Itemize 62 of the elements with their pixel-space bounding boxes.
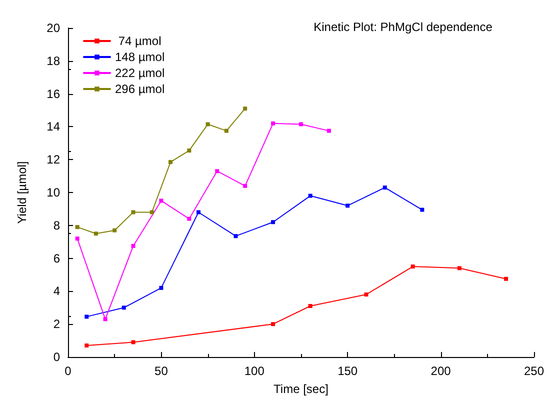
y-tick-label: 10 xyxy=(46,186,60,200)
y-tick-label: 12 xyxy=(46,152,60,167)
point xyxy=(168,160,173,164)
point xyxy=(84,343,89,348)
point xyxy=(382,186,387,190)
point xyxy=(206,122,210,126)
legend-label: 222 µmol xyxy=(115,66,165,80)
x-tick-label: 100 xyxy=(244,364,265,378)
y-tick-label: 6 xyxy=(53,251,60,266)
point xyxy=(187,216,192,221)
point xyxy=(159,286,164,290)
point xyxy=(308,194,312,198)
point xyxy=(215,169,220,174)
y-tick-label: 2 xyxy=(53,317,60,332)
point xyxy=(243,106,248,111)
point xyxy=(84,314,89,319)
point xyxy=(159,198,164,203)
point xyxy=(457,266,462,270)
point xyxy=(224,128,228,133)
x-axis-title: Time [sec] xyxy=(274,382,328,396)
point xyxy=(243,184,248,188)
legend-label: 296 µmol xyxy=(115,82,165,96)
y-tick-label: 8 xyxy=(53,218,60,232)
point xyxy=(271,121,276,126)
point xyxy=(420,208,424,212)
point xyxy=(326,128,331,133)
x-tick-label: 0 xyxy=(64,364,72,378)
y-tick-label: 14 xyxy=(46,120,60,134)
point xyxy=(196,210,200,214)
y-tick-label: 20 xyxy=(46,21,60,35)
point xyxy=(271,322,276,326)
point xyxy=(75,236,80,241)
point xyxy=(94,232,98,236)
y-tick-label: 16 xyxy=(46,86,60,101)
chart-title: Kinetic Plot: PhMgCl dependence xyxy=(314,20,493,34)
point xyxy=(187,148,192,153)
x-tick-label: 50 xyxy=(154,364,168,378)
y-tick-label: 18 xyxy=(46,54,60,68)
point xyxy=(131,340,136,344)
y-tick-label: 0 xyxy=(53,350,60,364)
legend-label: 148 µmol xyxy=(115,50,165,64)
x-tick-label: 250 xyxy=(524,364,544,378)
point xyxy=(271,220,276,224)
point xyxy=(131,244,136,248)
x-tick-label: 200 xyxy=(430,364,452,378)
point xyxy=(234,234,238,238)
point xyxy=(308,304,312,308)
point xyxy=(75,225,80,230)
point xyxy=(150,210,154,214)
point xyxy=(131,210,136,214)
point xyxy=(103,317,108,322)
legend-label: 74 µmol xyxy=(115,34,162,48)
y-axis-title: Yield [µmol] xyxy=(15,161,29,224)
point xyxy=(504,276,508,281)
x-tick-label: 150 xyxy=(338,364,358,378)
point xyxy=(364,292,368,296)
y-tick-label: 4 xyxy=(53,284,60,298)
point xyxy=(410,264,415,269)
point xyxy=(298,122,303,126)
point xyxy=(122,306,126,310)
point xyxy=(112,228,117,232)
point xyxy=(346,204,350,208)
